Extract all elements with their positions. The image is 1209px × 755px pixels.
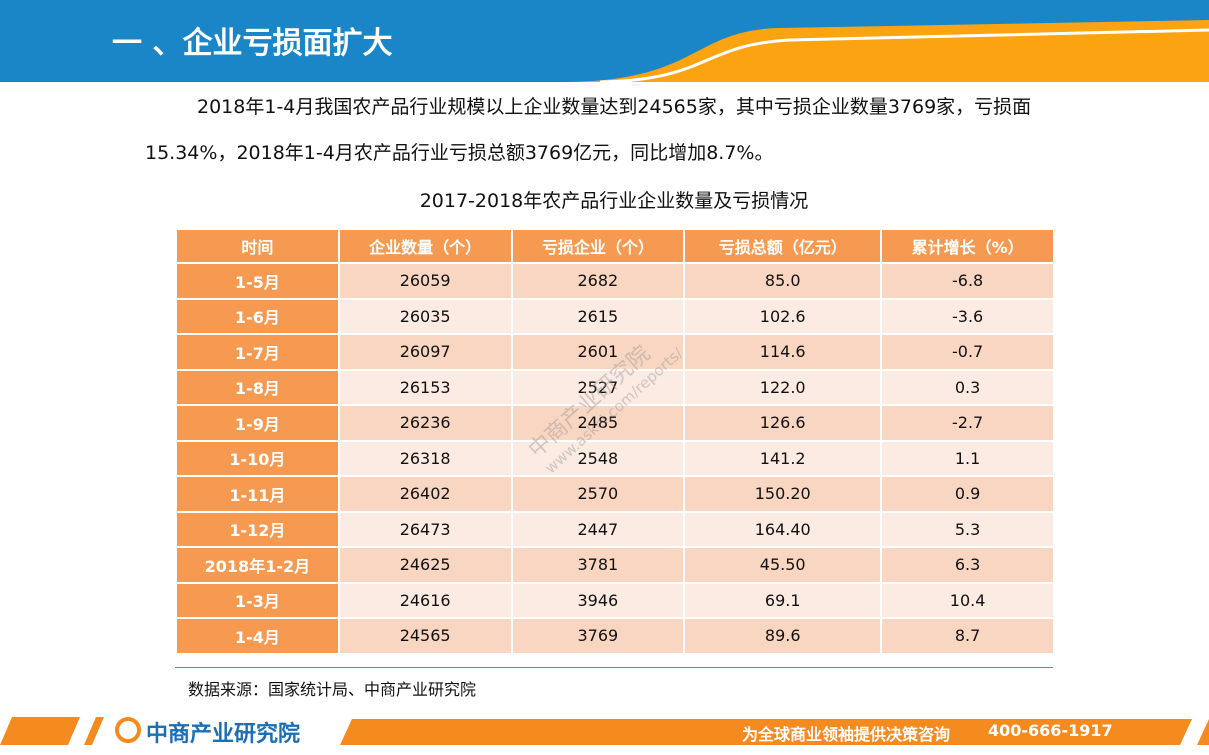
logo-icon [115, 717, 141, 743]
row-header: 1-4月 [175, 617, 340, 655]
table-row: 1-5月 26059 2682 85.0 -6.8 [175, 262, 1055, 300]
cell: 5.3 [880, 510, 1055, 548]
cell: 8.7 [880, 617, 1055, 655]
table-row: 1-6月 26035 2615 102.6 -3.6 [175, 297, 1055, 335]
cell: 164.40 [683, 510, 883, 548]
table-row: 1-4月 24565 3769 89.6 8.7 [175, 617, 1055, 655]
column-header: 时间 [175, 228, 340, 264]
cell: 141.2 [683, 439, 883, 477]
column-header: 亏损企业（个） [510, 228, 686, 264]
cell: 10.4 [880, 581, 1055, 619]
row-header: 1-5月 [175, 262, 340, 300]
cell: 26035 [337, 297, 513, 335]
cell: 3946 [510, 581, 686, 619]
cell: -6.8 [880, 262, 1055, 300]
phone: 400-666-1917 [988, 721, 1113, 740]
column-header: 亏损总额（亿元） [683, 228, 883, 264]
header-curve [599, 28, 1209, 84]
table-row: 1-7月 26097 2601 114.6 -0.7 [175, 333, 1055, 371]
cell: 2527 [510, 368, 686, 406]
cell: 3769 [510, 617, 686, 655]
table-row: 1-12月 26473 2447 164.40 5.3 [175, 510, 1055, 548]
cell: 26153 [337, 368, 513, 406]
cell: 3781 [510, 546, 686, 584]
table-body: 1-5月 26059 2682 85.0 -6.8 1-6月 26035 2615 102.6-… [175, 262, 1055, 655]
row-header: 2018年1-2月 [175, 546, 340, 584]
row-header: 1-8月 [175, 368, 340, 406]
row-header: 1-9月 [175, 404, 340, 442]
cell: 0.3 [880, 368, 1055, 406]
row-header: 1-7月 [175, 333, 340, 371]
slogan: 为全球商业领袖提供决策咨询 [742, 725, 951, 744]
table-row: 1-10月 26318 2548 141.2 1.1 [175, 439, 1055, 477]
cell: 24616 [337, 581, 513, 619]
rule [175, 667, 1053, 668]
title: 一 、企业亏损面扩大 [112, 26, 393, 61]
cell: 26236 [337, 404, 513, 442]
cell: 0.9 [880, 475, 1055, 513]
cell: 122.0 [683, 368, 883, 406]
cell: 26402 [337, 475, 513, 513]
logo-text: 中商产业研究院 [146, 722, 301, 747]
cell: 24565 [337, 617, 513, 655]
cell: 26473 [337, 510, 513, 548]
source: 数据来源：国家统计局、中商产业研究院 [188, 680, 477, 699]
cell: 26318 [337, 439, 513, 477]
cell: 26097 [337, 333, 513, 371]
footer-bar [340, 719, 1209, 745]
footer-notch [1180, 719, 1209, 745]
column-header: 累计增长（%） [880, 228, 1055, 264]
header-row: 时间 企业数量（个） 亏损企业（个） 亏损总额（亿元） 累计增长（%） [175, 228, 1055, 264]
cell: 85.0 [683, 262, 883, 300]
cell: -2.7 [880, 404, 1055, 442]
table-row: 1-11月 26402 2570 150.20 0.9 [175, 475, 1055, 513]
table-row: 2018年1-2月 24625 3781 45.50 6.3 [175, 546, 1055, 584]
row-header: 1-3月 [175, 581, 340, 619]
table-row: 1-3月 24616 3946 69.1 10.4 [175, 581, 1055, 619]
cell: 69.1 [683, 581, 883, 619]
cell: 24625 [337, 546, 513, 584]
cell: -3.6 [880, 297, 1055, 335]
row-header: 1-12月 [175, 510, 340, 548]
cell: 2548 [510, 439, 686, 477]
row-header: 1-10月 [175, 439, 340, 477]
cell: 26059 [337, 262, 513, 300]
cell: 2570 [510, 475, 686, 513]
footer-stripe [0, 717, 80, 745]
cell: 6.3 [880, 546, 1055, 584]
cell: 126.6 [683, 404, 883, 442]
cell: 89.6 [683, 617, 883, 655]
cell: 102.6 [683, 297, 883, 335]
footer-stripe [84, 717, 104, 745]
table-row: 1-9月 26236 2485 126.6 -2.7 [175, 404, 1055, 442]
cell: 2447 [510, 510, 686, 548]
paragraph: 2018年1-4月我国农产品行业规模以上企业数量达到24565家，其中亏损企业数… [145, 96, 1032, 164]
cell: 2485 [510, 404, 686, 442]
column-header: 企业数量（个） [337, 228, 513, 264]
cell: -0.7 [880, 333, 1055, 371]
cell: 114.6 [683, 333, 883, 371]
table: 时间 企业数量（个） 亏损企业（个） 亏损总额（亿元） 累计增长（%） 1-5月 26059… [175, 228, 1055, 655]
cell: 150.20 [683, 475, 883, 513]
cell: 45.50 [683, 546, 883, 584]
cell: 2682 [510, 262, 686, 300]
cell: 1.1 [880, 439, 1055, 477]
header-swoosh [560, 20, 1209, 82]
cell: 2615 [510, 297, 686, 335]
cell: 2601 [510, 333, 686, 371]
table-row: 1-8月 26153 2527 122.0 0.3 [175, 368, 1055, 406]
row-header: 1-6月 [175, 297, 340, 335]
row-header: 1-11月 [175, 475, 340, 513]
table-caption: 2017-2018年农产品行业企业数量及亏损情况 [419, 190, 809, 212]
